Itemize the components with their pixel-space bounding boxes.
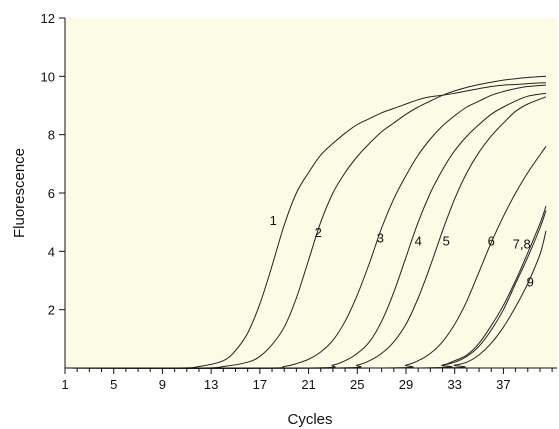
curve-label: 9 [527,274,534,289]
x-tick-label: 25 [350,377,364,392]
y-tick-label: 4 [48,244,55,259]
curve-label: 3 [377,231,384,246]
curve-label: 1 [270,213,277,228]
curve-label: 2 [315,225,322,240]
y-axis-title: Fluorescence [11,148,28,238]
series-line-2 [64,75,547,369]
x-tick-label: 5 [110,377,117,392]
y-tick-label: 10 [41,69,55,84]
curve-label: 4 [415,234,422,249]
y-tick-label: 8 [48,128,55,143]
x-tick-label: 21 [301,377,315,392]
x-tick-label: 9 [159,377,166,392]
x-axis-title: Cycles [287,411,332,428]
x-tick-label: 37 [496,377,510,392]
series-line-3 [64,84,547,369]
y-tick-label: 6 [48,186,55,201]
x-tick-label: 1 [61,377,68,392]
x-tick-label: 33 [447,377,461,392]
curve-label: 7,8 [513,236,531,251]
series-line-4 [64,92,547,369]
series-line-5 [64,96,547,369]
y-tick-label: 2 [48,303,55,318]
x-tick-label: 17 [253,377,267,392]
plot-area [65,18,557,368]
y-tick-label: 12 [41,11,55,26]
curve-label: 6 [488,234,495,249]
series-line-6 [64,146,547,369]
x-tick-label: 29 [399,377,413,392]
x-tick-label: 13 [204,377,218,392]
curve-label: 5 [443,234,450,249]
series-line-1 [64,82,547,369]
